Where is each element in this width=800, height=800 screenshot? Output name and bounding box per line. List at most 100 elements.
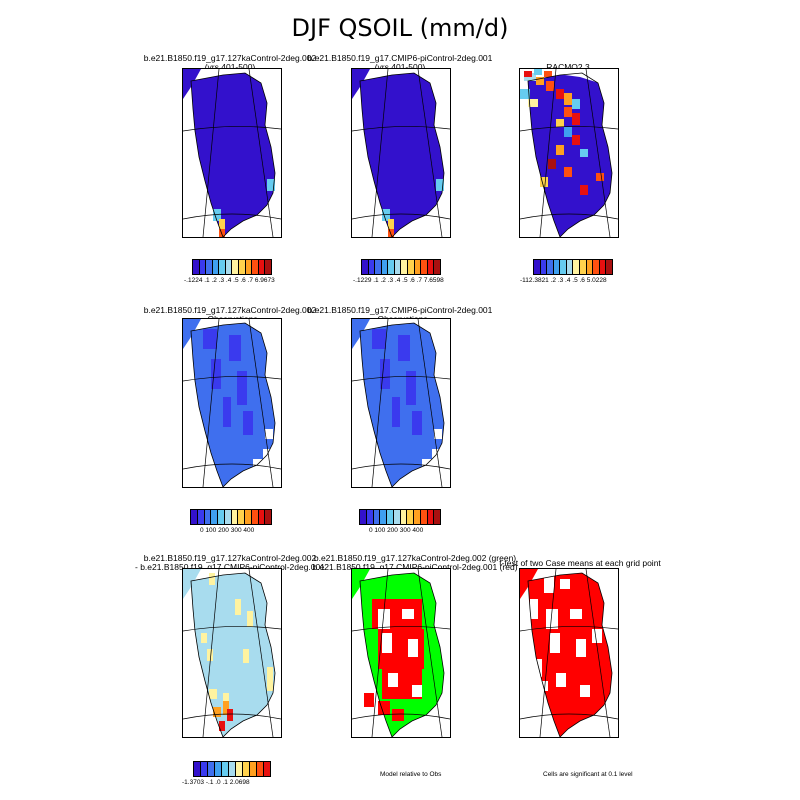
colorbar-2-labels: -.1229 .1 .2 .3 .4 .5 .6 .7 7.6598 [353, 277, 444, 284]
grid-cell [408, 639, 418, 657]
panel-8-title: b.e21.B1850.f19_g17.127kaControl-2deg.00… [312, 553, 518, 572]
significance-note: Cells are significant at 0.1 level [543, 771, 633, 778]
latitude-line [520, 126, 618, 132]
grid-cell [219, 219, 225, 229]
longitude-line [202, 69, 220, 237]
grid-cell [534, 69, 542, 75]
map-canvas [520, 69, 618, 237]
colorbar-swatch [366, 510, 374, 524]
coastline [527, 572, 613, 737]
colorbar-swatch [224, 510, 232, 524]
map-canvas [183, 69, 281, 237]
colorbar-swatch [434, 260, 440, 274]
land-fill [352, 319, 370, 349]
grid-cell [580, 149, 588, 157]
colorbar-swatch [408, 260, 415, 274]
grid-cell [596, 173, 604, 181]
model-relative-note: Model relative to Obs [380, 771, 442, 778]
grid-cell [207, 649, 213, 661]
grid-cell [237, 371, 247, 405]
grid-cell [398, 335, 410, 361]
colorbar-swatch [368, 260, 376, 274]
longitude-line [585, 569, 611, 737]
longitude-line [248, 319, 274, 487]
grid-cell [392, 709, 404, 721]
grid-cell [243, 411, 253, 435]
colorbar-swatch [231, 510, 239, 524]
colorbar-swatch [204, 510, 212, 524]
panel-1-title: b.e21.B1850.f19_g17.127kaControl-2deg.00… [143, 53, 317, 72]
colorbar-swatch [197, 510, 205, 524]
colorbar-swatch [206, 260, 213, 274]
colorbar-3-labels: -112.3821 .2 .3 .4 .5 .6 5.0228 [520, 277, 607, 284]
colorbar-swatch [388, 260, 395, 274]
colorbar-swatch [375, 260, 382, 274]
map-canvas [183, 319, 281, 487]
grid-cell [213, 707, 221, 717]
colorbar-swatch [225, 260, 233, 274]
grid-cell [564, 167, 572, 177]
latitude-line [183, 463, 281, 470]
colorbar-1-labels: -.1224 .1 .2 .3 .4 .5 .6 .7 6.9673 [184, 277, 275, 284]
colorbar-swatch [229, 762, 236, 776]
colorbar-swatch [373, 510, 381, 524]
colorbar-7-labels: -1.3703 -.1 .0 .1 2.0698 [182, 779, 250, 786]
latitude-line [183, 713, 281, 720]
grid-cell [550, 633, 560, 653]
grid-cell [412, 685, 422, 697]
colorbar-5-labels: 0 100 200 300 400 [369, 527, 424, 534]
colorbar-swatch [191, 510, 198, 524]
latitude-line [352, 626, 450, 632]
grid-cell [364, 693, 374, 707]
grid-cell [247, 611, 253, 627]
grid-cell [380, 359, 390, 389]
colorbar-4 [190, 509, 272, 525]
latitude-line [183, 376, 281, 382]
panel-3-title: RACMO2.3 [546, 62, 590, 72]
colorbar-swatch [573, 260, 581, 274]
grid-cell [223, 397, 231, 427]
colorbar-1 [192, 259, 272, 275]
colorbar-swatch [580, 260, 587, 274]
colorbar-2 [361, 259, 441, 275]
grid-cell [219, 229, 225, 237]
colorbar-swatch [232, 260, 240, 274]
map-panel-7 [182, 568, 282, 738]
colorbar-swatch [400, 510, 408, 524]
colorbar-swatch [380, 510, 387, 524]
grid-cell [572, 135, 580, 145]
grid-cell [434, 429, 442, 439]
colorbar-swatch [434, 510, 440, 524]
grid-cell [265, 429, 273, 439]
map-panel-2 [351, 68, 451, 238]
colorbar-swatch [401, 260, 409, 274]
colorbar-7 [193, 761, 271, 777]
grid-cell [556, 673, 566, 687]
map-panel-4 [182, 318, 282, 488]
grid-cell [243, 649, 249, 663]
colorbar-swatch [566, 260, 574, 274]
coastline [527, 72, 613, 237]
colorbar-swatch [421, 260, 428, 274]
grid-cell [213, 209, 221, 221]
latitude-line [520, 213, 618, 220]
colorbar-swatch [264, 762, 270, 776]
colorbar-swatch [414, 510, 421, 524]
grid-cell [378, 609, 390, 629]
colorbar-5 [359, 509, 441, 525]
colorbar-swatch [212, 260, 220, 274]
colorbar-swatch [239, 260, 246, 274]
grid-cell [520, 89, 530, 99]
colorbar-4-labels: 0 100 200 300 400 [200, 527, 255, 534]
map-panel-3 [519, 68, 619, 238]
colorbar-swatch [540, 260, 548, 274]
grid-cell [564, 127, 572, 137]
colorbar-swatch [420, 510, 428, 524]
grid-cell [402, 609, 414, 619]
panel-9-title: t-test of two Case means at each grid po… [499, 558, 661, 568]
grid-cell [223, 693, 229, 705]
grid-cell [382, 209, 390, 221]
grid-cell [572, 99, 580, 109]
map-canvas [352, 319, 450, 487]
longitude-line [585, 69, 611, 237]
